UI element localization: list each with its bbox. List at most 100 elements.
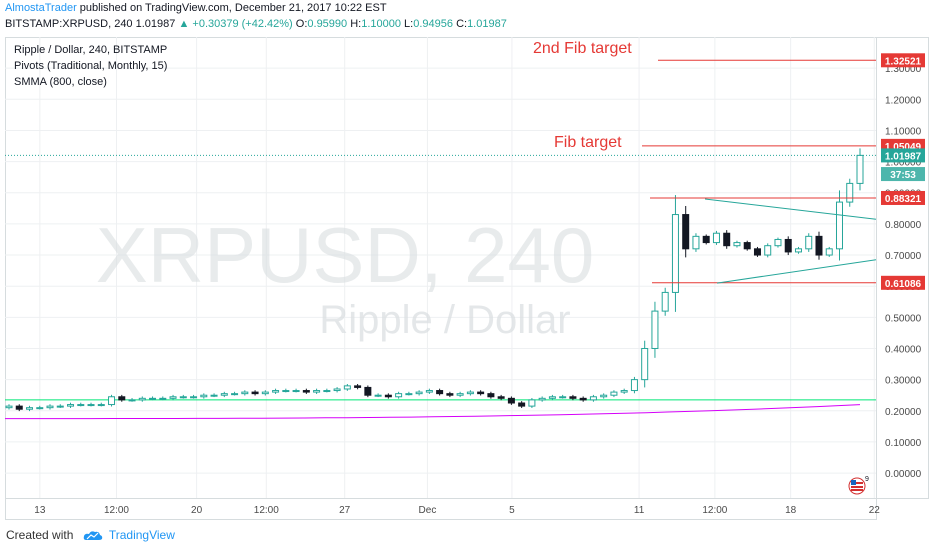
candle-body: [241, 391, 249, 395]
ohlc-bar: BITSTAMP:XRPUSD, 240 1.01987 ▲ +0.30379 …: [5, 18, 507, 30]
candle-body: [67, 404, 75, 407]
time-axis[interactable]: [5, 498, 877, 520]
candle-body: [589, 396, 597, 401]
candle-body: [815, 235, 823, 256]
candle-body: [343, 385, 351, 390]
candle-body: [518, 402, 526, 407]
candle-body: [36, 407, 44, 410]
candle-body: [384, 394, 392, 398]
x-tick-label: 18: [785, 505, 797, 516]
legend-pivots[interactable]: Pivots (Traditional, Monthly, 15): [14, 60, 167, 72]
price-label-text: 1.32521: [885, 56, 922, 67]
channel-upper-line: [704, 198, 877, 220]
legend-series[interactable]: Ripple / Dollar, 240, BITSTAMP: [14, 44, 167, 56]
candle-body: [77, 404, 85, 407]
fib1-label: Fib target: [554, 134, 622, 151]
candle-body: [651, 310, 659, 349]
x-tick-label: 5: [509, 505, 515, 516]
watermark-symbol: XRPUSD, 240: [96, 211, 595, 299]
y-tick-label: 0.30000: [885, 376, 922, 387]
y-tick-label: 0.00000: [885, 469, 922, 480]
price-chart[interactable]: XRPUSD, 240 Ripple / Dollar Ripple / Dol…: [5, 37, 929, 520]
low-key: L:: [404, 18, 414, 30]
candle-body: [477, 391, 485, 395]
candle-body: [292, 390, 300, 393]
candle-body: [723, 232, 731, 247]
smma-line: [5, 404, 861, 420]
candle-body: [753, 248, 761, 256]
candle-body: [538, 397, 546, 401]
candle-body: [764, 245, 772, 256]
candle-body: [487, 393, 495, 398]
close-key: C:: [456, 18, 468, 30]
price-label-box: [881, 148, 925, 163]
price-label-text: 0.88321: [885, 194, 922, 205]
author-link[interactable]: AlmostaTrader: [5, 2, 77, 14]
x-tick-label: 12:00: [254, 505, 279, 516]
candle-body: [641, 347, 649, 381]
x-tick-labels: 13 12:00 20 12:00 27 Dec 5 11 12:00 18 22: [34, 505, 880, 516]
drawings: [5, 59, 877, 284]
price-label-box: [881, 53, 925, 68]
channel-lower-line: [716, 259, 877, 284]
plot-area[interactable]: [5, 37, 877, 499]
flag-icon[interactable]: 9: [848, 476, 869, 495]
candle-body: [108, 396, 116, 406]
legend-smma[interactable]: SMMA (800, close): [14, 76, 107, 88]
high-value: 1.10000: [361, 18, 401, 30]
candle-body: [323, 390, 331, 393]
candle-body: [46, 405, 54, 409]
y-tick-label: 1.20000: [885, 95, 922, 106]
last-price: 1.01987: [135, 18, 176, 30]
candle-body: [466, 391, 474, 395]
candle-body: [190, 396, 198, 399]
candle-body: [97, 404, 105, 407]
candle-body: [835, 201, 843, 250]
candle-body: [805, 235, 813, 250]
price-label-box: [881, 275, 925, 290]
candle-body: [395, 393, 403, 398]
price-label-text: 1.01987: [885, 151, 922, 162]
price-axis[interactable]: [876, 37, 929, 499]
candle-body: [630, 379, 638, 392]
candle-body: [210, 394, 218, 397]
candle-body: [507, 397, 515, 404]
y-tick-label: 0.50000: [885, 313, 922, 324]
x-tick-label: 12:00: [104, 505, 129, 516]
candle-body: [302, 390, 310, 393]
y-tick-label: 0.80000: [885, 220, 922, 231]
candle-body: [149, 397, 157, 400]
candle-body: [5, 405, 13, 409]
candle-body: [313, 390, 321, 393]
svg-text:9: 9: [865, 476, 869, 483]
candle-body: [159, 397, 167, 400]
candle-body: [620, 390, 628, 393]
candle-body: [743, 242, 751, 250]
y-tick-label: 0.70000: [885, 251, 922, 262]
open-key: O:: [295, 18, 308, 30]
chart-container[interactable]: XRPUSD, 240 Ripple / Dollar Ripple / Dol…: [5, 37, 929, 520]
candle-body: [600, 394, 608, 398]
symbol-label: BITSTAMP:XRPUSD, 240: [5, 18, 133, 30]
candle-body: [26, 407, 34, 410]
created-with-label: Created with: [6, 528, 74, 542]
price-label-box: [881, 190, 925, 205]
low-value: 0.94956: [413, 18, 453, 30]
y-tick-label: 1.30000: [885, 64, 922, 75]
candle-body: [56, 405, 64, 408]
candle-body: [559, 396, 567, 399]
y-tick-label: 1.00000: [885, 158, 922, 169]
candle-body: [784, 238, 792, 253]
candle-series: [5, 148, 864, 412]
change-value: ▲ +0.30379 (+42.42%): [178, 18, 293, 30]
price-label-box: [881, 167, 925, 182]
candle-body: [179, 396, 187, 399]
candle-body: [671, 214, 679, 293]
candle-body: [579, 397, 587, 401]
candle-body: [528, 399, 536, 407]
candle-body: [405, 393, 413, 396]
tradingview-brand[interactable]: TradingView: [108, 528, 175, 542]
candle-body: [118, 396, 126, 401]
candle-body: [610, 391, 618, 396]
footer: Created with TradingView: [6, 528, 175, 542]
